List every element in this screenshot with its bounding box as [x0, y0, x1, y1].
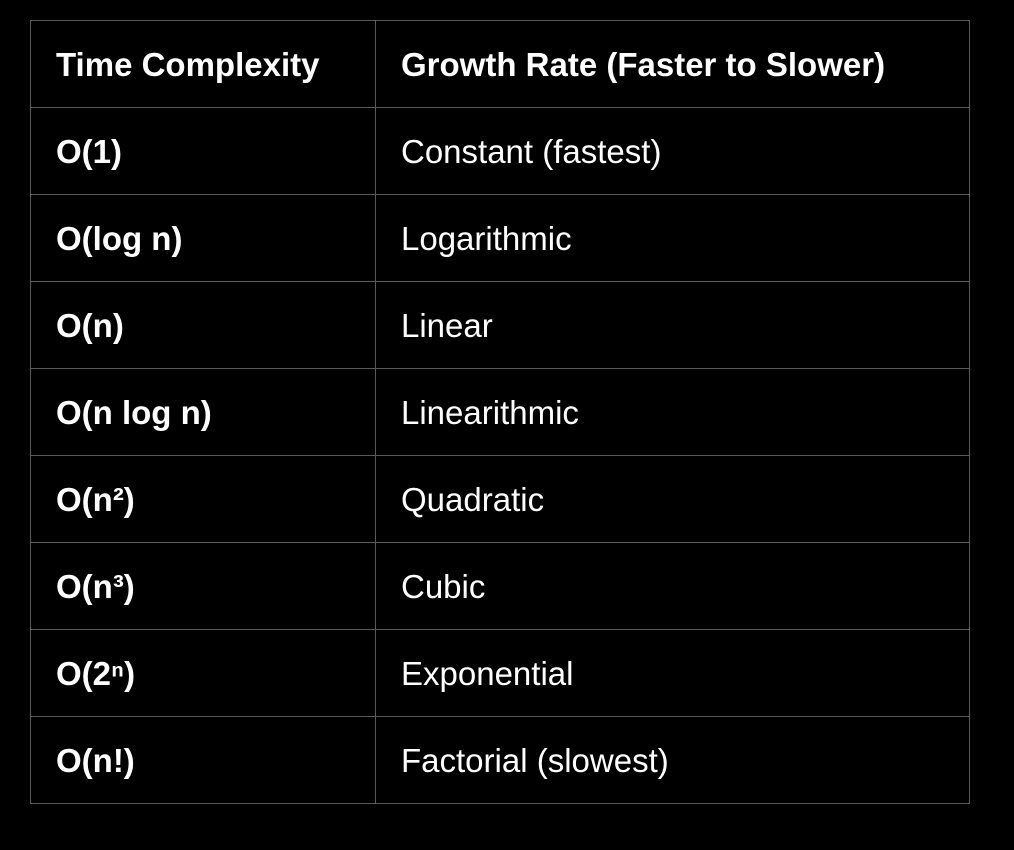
header-row: Time Complexity Growth Rate (Faster to S…	[30, 20, 970, 108]
growth-rate-cell: Constant (fastest)	[375, 107, 970, 195]
growth-rate-cell: Exponential	[375, 629, 970, 717]
header-growth-rate: Growth Rate (Faster to Slower)	[375, 20, 970, 108]
complexity-cell: O(2ⁿ)	[30, 629, 376, 717]
complexity-cell: O(n²)	[30, 455, 376, 543]
table-row: O(n) Linear	[30, 281, 970, 369]
growth-rate-cell: Linearithmic	[375, 368, 970, 456]
growth-rate-cell: Quadratic	[375, 455, 970, 543]
complexity-table: Time Complexity Growth Rate (Faster to S…	[30, 20, 970, 804]
table-body: O(1) Constant (fastest) O(log n) Logarit…	[30, 107, 970, 804]
growth-rate-cell: Factorial (slowest)	[375, 716, 970, 804]
header-time-complexity: Time Complexity	[30, 20, 376, 108]
complexity-cell: O(1)	[30, 107, 376, 195]
table-header: Time Complexity Growth Rate (Faster to S…	[30, 20, 970, 108]
table-row: O(log n) Logarithmic	[30, 194, 970, 282]
growth-rate-cell: Cubic	[375, 542, 970, 630]
complexity-cell: O(n!)	[30, 716, 376, 804]
complexity-cell: O(n³)	[30, 542, 376, 630]
growth-rate-cell: Logarithmic	[375, 194, 970, 282]
table-row: O(1) Constant (fastest)	[30, 107, 970, 195]
table-row: O(n!) Factorial (slowest)	[30, 716, 970, 804]
complexity-cell: O(log n)	[30, 194, 376, 282]
table-row: O(n³) Cubic	[30, 542, 970, 630]
table-row: O(2ⁿ) Exponential	[30, 629, 970, 717]
growth-rate-cell: Linear	[375, 281, 970, 369]
complexity-cell: O(n log n)	[30, 368, 376, 456]
table-row: O(n²) Quadratic	[30, 455, 970, 543]
table-row: O(n log n) Linearithmic	[30, 368, 970, 456]
complexity-cell: O(n)	[30, 281, 376, 369]
